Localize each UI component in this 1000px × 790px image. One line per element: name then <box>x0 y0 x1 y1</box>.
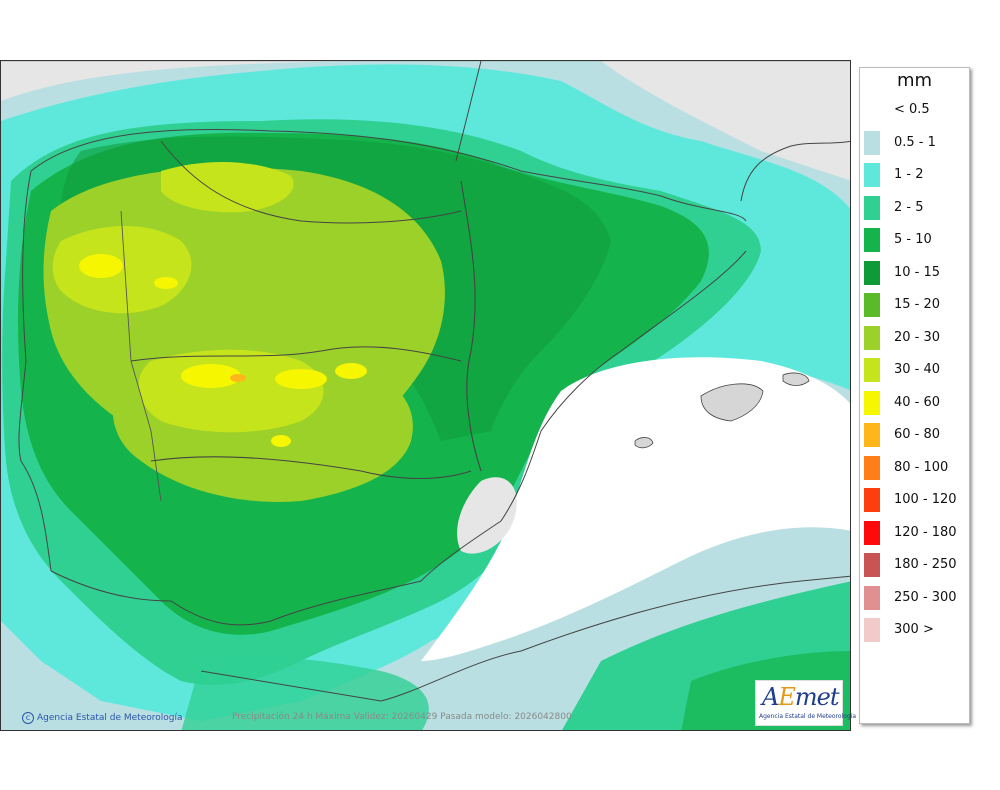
precipitation-legend: mm < 0.5 0.5 - 1 1 - 2 2 - 5 5 - 10 10 - 15 15… <box>859 67 970 724</box>
legend-item: 180 - 250 <box>864 553 968 579</box>
legend-item: 100 - 120 <box>864 488 968 514</box>
legend-item: 300 > <box>864 618 968 644</box>
legend-item: 60 - 80 <box>864 423 968 449</box>
legend-swatch <box>864 325 880 350</box>
legend-swatch <box>864 260 880 285</box>
legend-title: mm <box>896 70 933 91</box>
legend-swatch <box>864 358 880 382</box>
legend-item: 15 - 20 <box>864 293 968 319</box>
legend-label: 5 - 10 <box>894 232 932 247</box>
legend-label: 15 - 20 <box>894 297 941 312</box>
precipitation-field <box>1 61 850 730</box>
legend-label: 120 - 180 <box>894 524 957 540</box>
legend-swatch <box>864 228 880 252</box>
logo-wordmark: AEmet <box>762 683 839 711</box>
legend-swatch <box>864 130 880 155</box>
legend-swatch <box>864 585 880 610</box>
legend-label: 250 - 300 <box>894 589 957 605</box>
validity-caption: Precipitación 24 h Máxima Validez: 20260… <box>232 712 572 722</box>
precipitation-map <box>0 60 851 731</box>
legend-swatch <box>864 293 880 317</box>
legend-label: 100 - 120 <box>894 492 957 507</box>
legend-swatch <box>864 390 880 415</box>
legend-item: 30 - 40 <box>864 358 968 384</box>
legend-swatch <box>864 618 880 642</box>
legend-label: 60 - 80 <box>894 427 941 442</box>
legend-swatch <box>864 455 880 480</box>
aemet-logo: AEmet Agencia Estatal de Meteorología <box>755 680 856 726</box>
legend-label: 2 - 5 <box>894 199 924 215</box>
legend-label: 30 - 40 <box>894 362 941 377</box>
legend-label: 1 - 2 <box>894 167 924 182</box>
logo-subtitle: Agencia Estatal de Meteorología <box>759 713 856 720</box>
legend-item: 1 - 2 <box>864 163 968 189</box>
legend-label: 180 - 250 <box>894 557 957 572</box>
legend-swatch <box>864 98 880 122</box>
legend-item: 20 - 30 <box>864 325 968 352</box>
legend-swatch <box>864 423 880 447</box>
legend-label: 300 > <box>894 622 934 637</box>
legend-label: 40 - 60 <box>894 394 941 410</box>
legend-swatch <box>864 195 880 220</box>
legend-item: 2 - 5 <box>864 195 968 222</box>
legend-label: 20 - 30 <box>894 329 941 345</box>
legend-label: < 0.5 <box>894 102 930 117</box>
copyright-icon: c <box>22 712 34 724</box>
legend-swatch <box>864 553 880 577</box>
legend-item: 5 - 10 <box>864 228 968 254</box>
legend-swatch <box>864 520 880 545</box>
legend-item: < 0.5 <box>864 98 968 124</box>
legend-swatch <box>864 488 880 512</box>
agency-credit: c Agencia Estatal de Meteorología <box>22 712 183 724</box>
legend-item: 10 - 15 <box>864 260 968 287</box>
legend-item: 40 - 60 <box>864 390 968 417</box>
legend-item: 80 - 100 <box>864 455 968 482</box>
legend-label: 80 - 100 <box>894 459 949 475</box>
legend-label: 0.5 - 1 <box>894 134 936 150</box>
legend-item: 250 - 300 <box>864 585 968 612</box>
legend-item: 0.5 - 1 <box>864 130 968 157</box>
legend-item: 120 - 180 <box>864 520 968 547</box>
legend-label: 10 - 15 <box>894 264 941 280</box>
legend-swatch <box>864 163 880 187</box>
agency-credit-text: Agencia Estatal de Meteorología <box>37 713 183 723</box>
